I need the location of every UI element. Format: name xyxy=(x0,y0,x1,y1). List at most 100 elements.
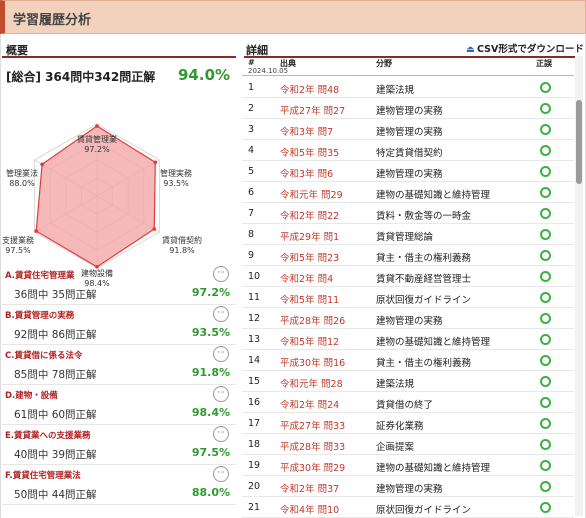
correct-circle-icon xyxy=(540,439,551,450)
overview-panel: 概要 [総合] 364問中342問正解 94.0% 賃貸管理業 97.2% 管理実務… xyxy=(0,34,238,518)
category-item: B.賃貸管理の実務 ··· 92問中 86問正解 93.5% xyxy=(0,306,238,346)
source-link[interactable]: 令和4年 問10 xyxy=(280,505,340,516)
field-name: 賃貸借の終了 xyxy=(376,400,434,411)
more-options-icon[interactable]: ··· xyxy=(213,386,229,402)
correct-circle-icon xyxy=(540,376,551,387)
source-link[interactable]: 令和2年 問4 xyxy=(280,274,334,285)
field-name: 証券化業務 xyxy=(376,421,424,432)
correct-circle-icon xyxy=(540,103,551,114)
correct-circle-icon xyxy=(540,292,551,303)
table-row: 14 平成30年 問16 貸主・借主の権利義務 xyxy=(242,350,574,371)
correct-circle-icon xyxy=(540,313,551,324)
field-name: 原状回復ガイドライン xyxy=(376,505,472,516)
source-link[interactable]: 平成27年 問33 xyxy=(280,421,346,432)
row-number: 11 xyxy=(248,292,261,303)
field-name: 賃貸管理総論 xyxy=(376,232,434,243)
source-link[interactable]: 平成27年 問27 xyxy=(280,106,346,117)
field-name: 建築法規 xyxy=(376,379,415,390)
table-row: 13 令和5年 問12 建物の基礎知識と維持管理 xyxy=(242,329,574,350)
source-link[interactable]: 令和5年 問12 xyxy=(280,337,340,348)
csv-download-label: CSV形式でダウンロード xyxy=(476,44,584,55)
field-name: 建物管理の実務 xyxy=(376,316,443,327)
source-link[interactable]: 平成30年 問16 xyxy=(280,358,346,369)
category-divider xyxy=(2,344,236,345)
page-title: 学習履歴分析 xyxy=(13,13,92,28)
source-link[interactable]: 令和3年 問6 xyxy=(280,169,334,180)
table-row: 11 令和5年 問11 原状回復ガイドライン xyxy=(242,287,574,308)
source-link[interactable]: 令和5年 問11 xyxy=(280,295,340,306)
details-heading: 詳細 xyxy=(246,44,268,57)
field-name: 建物管理の実務 xyxy=(376,484,443,495)
table-row: 2 平成27年 問27 建物管理の実務 xyxy=(242,98,574,119)
table-row: 1 令和2年 問48 建築法規 xyxy=(242,77,574,98)
field-name: 建物の基礎知識と維持管理 xyxy=(376,463,491,474)
scrollbar-thumb[interactable] xyxy=(576,100,582,184)
radar-point xyxy=(40,162,44,167)
category-name: E.賃貸業への支援業務 xyxy=(5,431,91,441)
table-row: 17 平成27年 問33 証券化業務 xyxy=(242,413,574,434)
source-link[interactable]: 平成30年 問29 xyxy=(280,463,346,474)
row-number: 12 xyxy=(248,313,261,324)
source-link[interactable]: 平成28年 問33 xyxy=(280,442,346,453)
row-number: 18 xyxy=(248,439,261,450)
category-item: E.賃貸業への支援業務 ··· 40問中 39問正解 97.5% xyxy=(0,426,238,466)
table-row: 9 令和5年 問23 貸主・借主の権利義務 xyxy=(242,245,574,266)
correct-circle-icon xyxy=(540,334,551,345)
more-options-icon[interactable]: ··· xyxy=(213,346,229,362)
category-percentage: 98.4% xyxy=(191,406,230,419)
row-number: 6 xyxy=(248,187,255,198)
field-name: 建物管理の実務 xyxy=(376,169,443,180)
row-number: 3 xyxy=(248,124,255,135)
row-number: 7 xyxy=(248,208,255,219)
source-link[interactable]: 令和元年 問28 xyxy=(280,379,343,390)
row-number: 9 xyxy=(248,250,255,261)
radar-point xyxy=(34,229,39,233)
column-field: 分野 xyxy=(376,59,392,68)
source-link[interactable]: 令和3年 問7 xyxy=(280,127,334,138)
correct-circle-icon xyxy=(540,397,551,408)
field-name: 建物管理の実務 xyxy=(376,127,443,138)
field-name: 原状回復ガイドライン xyxy=(376,295,472,306)
row-number: 2 xyxy=(248,103,255,114)
more-options-icon[interactable]: ··· xyxy=(213,466,229,482)
correct-circle-icon xyxy=(540,82,551,93)
source-link[interactable]: 平成29年 問1 xyxy=(280,232,340,243)
source-link[interactable]: 令和5年 問23 xyxy=(280,253,340,264)
radar-point xyxy=(152,227,157,231)
column-result: 正誤 xyxy=(536,59,552,68)
field-name: 企画提案 xyxy=(376,442,415,453)
row-number: 15 xyxy=(248,376,261,387)
field-name: 賃料・敷金等の一時金 xyxy=(376,211,472,222)
source-link[interactable]: 平成28年 問26 xyxy=(280,316,346,327)
category-divider xyxy=(2,304,236,305)
csv-download-link[interactable]: ⏏ CSV形式でダウンロード xyxy=(466,41,584,55)
category-name: B.賃貸管理の実務 xyxy=(5,311,75,321)
source-link[interactable]: 令和2年 問48 xyxy=(280,85,340,96)
page-header: 学習履歴分析 xyxy=(0,0,586,34)
scrollbar-track[interactable] xyxy=(575,56,583,516)
radar-points xyxy=(34,124,158,269)
category-name: D.建物・設備 xyxy=(5,391,58,401)
field-name: 特定賃貸借契約 xyxy=(376,148,443,159)
table-row: 10 令和2年 問4 賃貸不動産経営管理士 xyxy=(242,266,574,287)
field-name: 建物の基礎知識と維持管理 xyxy=(376,337,491,348)
source-link[interactable]: 令和2年 問24 xyxy=(280,400,340,411)
table-row: 20 令和2年 問37 建物管理の実務 xyxy=(242,476,574,497)
source-link[interactable]: 令和5年 問35 xyxy=(280,148,340,159)
row-number: 8 xyxy=(248,229,255,240)
source-link[interactable]: 令和元年 問29 xyxy=(280,190,343,201)
row-number: 16 xyxy=(248,397,261,408)
field-name: 建物の基礎知識と維持管理 xyxy=(376,190,491,201)
field-name: 貸主・借主の権利義務 xyxy=(376,253,472,264)
correct-circle-icon xyxy=(540,124,551,135)
row-number: 17 xyxy=(248,418,261,429)
source-link[interactable]: 令和2年 問37 xyxy=(280,484,340,495)
more-options-icon[interactable]: ··· xyxy=(213,426,229,442)
more-options-icon[interactable]: ··· xyxy=(213,306,229,322)
table-row: 5 令和3年 問6 建物管理の実務 xyxy=(242,161,574,182)
more-options-icon[interactable]: ··· xyxy=(213,266,229,282)
source-link[interactable]: 令和2年 問22 xyxy=(280,211,340,222)
radar-point xyxy=(153,160,158,165)
radar-point xyxy=(95,124,99,128)
